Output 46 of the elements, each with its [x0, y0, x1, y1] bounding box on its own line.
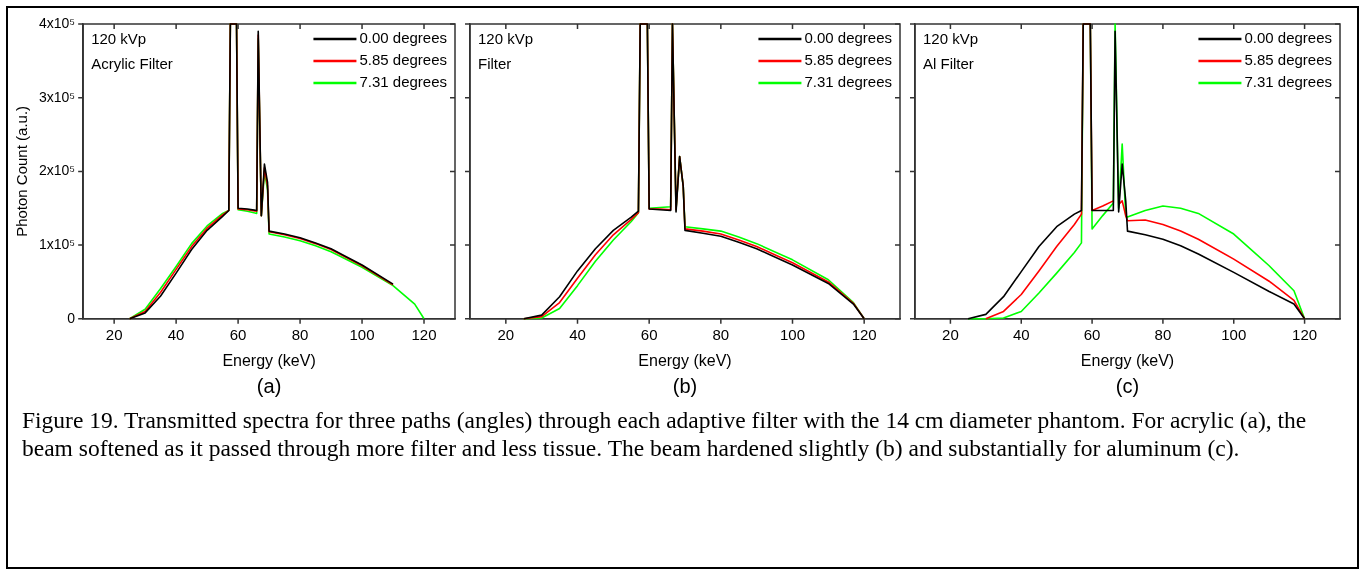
x-tick-label: 120	[1292, 325, 1318, 343]
text: (c)	[1115, 374, 1140, 397]
x-tick-label: 40	[167, 325, 185, 343]
x-tick-label: 60	[1083, 325, 1101, 343]
y-tick-label: 1x10⁵	[38, 235, 76, 252]
legend-label: 7.31 degrees	[359, 73, 448, 91]
caption: Figure 19. Transmitted spectra for three paths (angles) through each adaptive filter with the 14 cm diameter phantom. For acrylic (a), the beam softened as it passed through more filter and less tissue. The beam hardened slightly (b) and substantially for aluminum (c).	[22, 406, 1308, 462]
x-axis-title: Energy (keV)	[638, 351, 732, 369]
x-tick-label: 20	[497, 325, 515, 343]
annotation: 120 kVp	[91, 29, 147, 47]
y-tick-label: 4x10⁵	[38, 14, 76, 31]
x-tick-label: 60	[229, 325, 247, 343]
legend-label: 5.85 degrees	[1244, 51, 1333, 69]
annotation: Al Filter	[923, 54, 974, 72]
y-axis-title: Photon Count (a.u.)	[13, 105, 31, 237]
text: (b)	[672, 374, 698, 397]
x-tick-label: 80	[291, 325, 309, 343]
x-tick-label: 100	[1221, 325, 1247, 343]
annotation: 120 kVp	[923, 29, 979, 47]
x-tick-label: 80	[712, 325, 730, 343]
y-tick-label: 0	[67, 309, 76, 326]
legend-label: 0.00 degrees	[804, 29, 893, 47]
legend-label: 7.31 degrees	[1244, 73, 1333, 91]
annotation: Acrylic Filter	[91, 54, 173, 72]
x-axis-title: Energy (keV)	[222, 351, 316, 369]
x-tick-label: 120	[411, 325, 437, 343]
legend-label: 5.85 degrees	[804, 51, 893, 69]
legend-label: 5.85 degrees	[359, 51, 448, 69]
x-tick-label: 20	[105, 325, 123, 343]
x-tick-label: 40	[1012, 325, 1030, 343]
legend-label: 7.31 degrees	[804, 73, 893, 91]
x-tick-label: 20	[942, 325, 959, 343]
x-tick-label: 40	[569, 325, 586, 343]
text: (a)	[256, 374, 282, 397]
x-tick-label: 120	[851, 325, 877, 343]
x-tick-label: 80	[1154, 325, 1172, 343]
annotation: Filter	[478, 54, 512, 72]
annotation: 120 kVp	[478, 29, 534, 47]
x-tick-label: 100	[779, 325, 806, 343]
y-tick-label: 2x10⁵	[38, 162, 76, 179]
y-tick-label: 3x10⁵	[38, 88, 76, 105]
x-tick-label: 100	[349, 325, 375, 343]
x-tick-label: 60	[640, 325, 658, 343]
legend-label: 0.00 degrees	[1244, 29, 1333, 47]
legend-label: 0.00 degrees	[359, 29, 448, 47]
x-axis-title: Energy (keV)	[1080, 351, 1175, 369]
